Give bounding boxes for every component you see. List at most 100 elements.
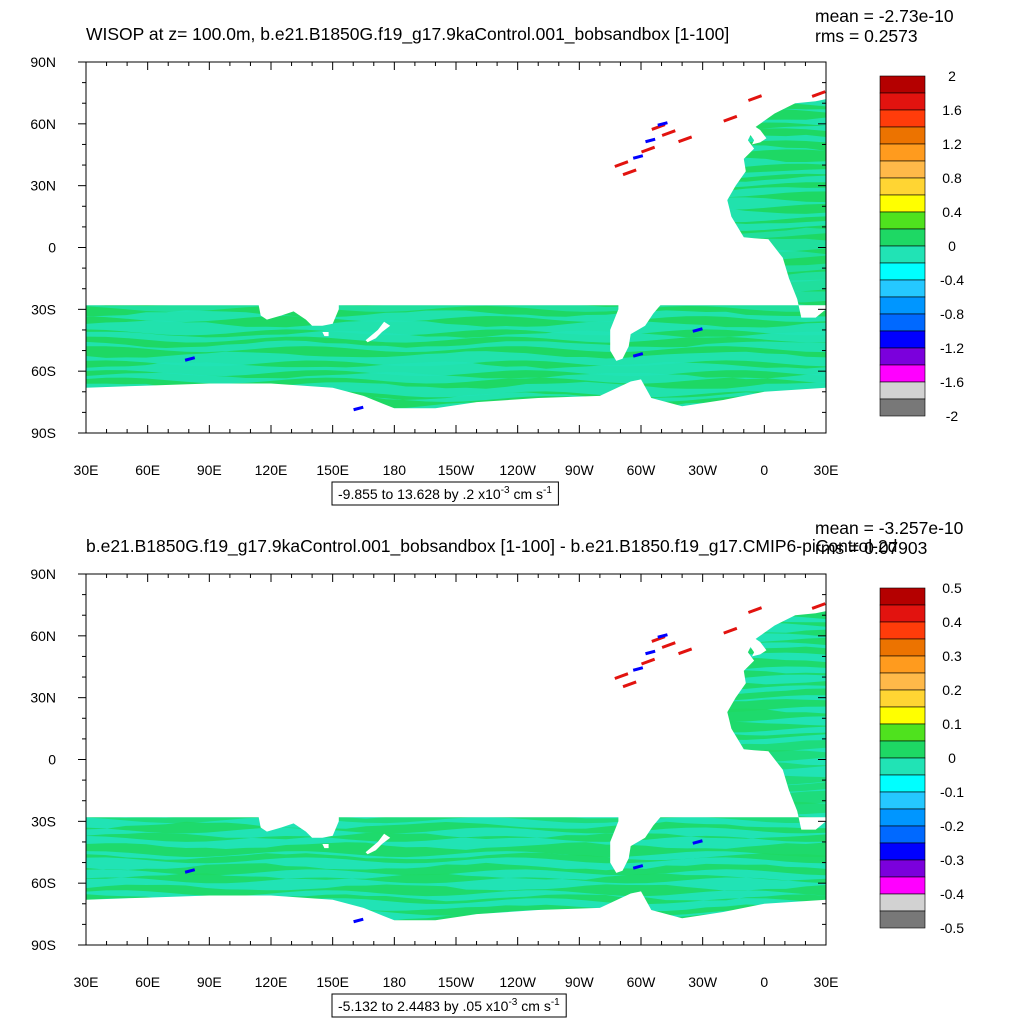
y-tick-label: 90S [31,937,56,953]
colorbar-swatch [879,296,926,315]
land-borneo [248,745,269,766]
land-new-guinea [293,761,335,781]
colorbar-label: -1.2 [940,340,964,356]
cold-streak [657,121,668,127]
y-tick-label: 90N [30,566,56,582]
land-antarctica [86,379,826,433]
x-tick-label: 30W [688,974,718,990]
x-tick-label: 120E [255,974,288,990]
y-tick-label: 90N [30,54,56,70]
range-caption-unit: cm s [517,998,550,1014]
colorbar-swatch [879,791,926,810]
bottom-map-chart: 30E 60E 90E 120E 150E 180 150W 120W 90W 60W 30W 0 30… [30,518,964,1018]
x-tick-label: 30E [74,462,99,478]
colorbar-label: -0.4 [940,886,964,902]
colorbar-label: 1.6 [942,102,962,118]
colorbar-label: -1.6 [940,374,964,390]
colorbar-label: 0.3 [942,648,962,664]
colorbar-swatch [879,211,926,230]
range-caption-unit-exp: -1 [551,997,560,1008]
colorbar-swatch [879,842,926,861]
range-caption-exp: -3 [501,485,510,496]
land-australia [258,782,339,838]
land-australia [258,270,339,326]
colorbar-label: 0.5 [942,580,962,596]
colorbar-label: -0.1 [940,784,964,800]
colorbar-swatch [879,740,926,759]
colorbar-label: 0.2 [942,682,962,698]
field-band [86,852,826,864]
x-tick-label: 90W [565,974,595,990]
colorbar-label: 0 [948,238,956,254]
colorbar-swatch [879,245,926,264]
colorbar-label: -2 [946,408,959,424]
map-area [86,574,826,945]
field-band [86,873,826,884]
land-new-zealand [365,321,391,343]
hot-streak [723,114,738,123]
hot-streak [811,90,826,98]
y-tick-label: 0 [48,752,56,768]
range-caption-main: -5.132 to 2.4483 by .05 x10 [338,998,509,1014]
hot-streak [661,129,676,137]
range-caption-main: -9.855 to 13.628 by .2 x10 [338,486,501,502]
land-britain [749,637,767,657]
land-japan [291,154,323,184]
colorbar-swatch [879,621,926,640]
hot-streak [641,657,656,666]
colorbar-swatch [879,75,926,94]
cold-streak [353,917,364,924]
y-tick-label: 30S [31,301,56,317]
y-tick-label: 30S [31,813,56,829]
x-tick-label: 30E [74,974,99,990]
x-tick-label: 60W [627,462,657,478]
cold-streak [353,405,364,412]
land-asia-east [86,574,415,818]
field-band [86,340,826,353]
land-new-guinea [293,249,335,269]
colorbar-label: -0.8 [940,306,964,322]
x-tick-label: 120W [499,462,536,478]
field-band [86,330,826,343]
top-map-chart: 30E 60E 90E 120E 150E 180 150W 120W 90W 60W 30W 0 30… [30,6,964,506]
cold-streak [632,666,644,672]
cold-streak [692,327,703,333]
range-caption-box [331,993,567,1018]
colorbar-swatch [879,398,926,417]
x-tick-label: 150W [438,462,475,478]
y-axis: 90N 60N 30N 0 30S 60S 90S [30,54,826,441]
colorbar-label: 1.2 [942,136,962,152]
colorbar-swatch [879,364,926,383]
x-tick-label: 60E [135,974,160,990]
colorbar-swatch [879,893,926,912]
field-band [86,842,826,858]
colorbar-swatch [879,757,926,776]
colorbar-swatch [879,347,926,366]
field-band [86,862,826,876]
y-tick-label: 60N [30,628,56,644]
land-sumatra [219,237,243,260]
colorbar-swatch [879,808,926,827]
x-tick-label: 90W [565,462,595,478]
chart-title: WISOP at z= 100.0m, b.e21.B1850G.f19_g17… [86,24,729,45]
colorbar-swatch [879,109,926,128]
x-tick-label: 150W [438,974,475,990]
cold-streak [632,154,644,160]
cold-streak [657,633,668,639]
cold-streak [184,868,196,874]
hot-streak [723,626,738,635]
land-madagascar [114,784,128,811]
field-band [86,361,826,377]
colorbar-label: 0.1 [942,716,962,732]
cold-streak [692,839,703,845]
land-tasmania [322,844,329,849]
colorbar-swatch [879,143,926,162]
land-tasmania [322,332,329,337]
hot-streak [661,641,676,649]
land-antarctica [86,891,826,945]
colorbar-swatch [879,262,926,281]
hot-streak [622,680,637,689]
map-area [86,62,826,433]
colorbar-label: 0.4 [942,204,962,220]
colorbar-swatch [879,706,926,725]
